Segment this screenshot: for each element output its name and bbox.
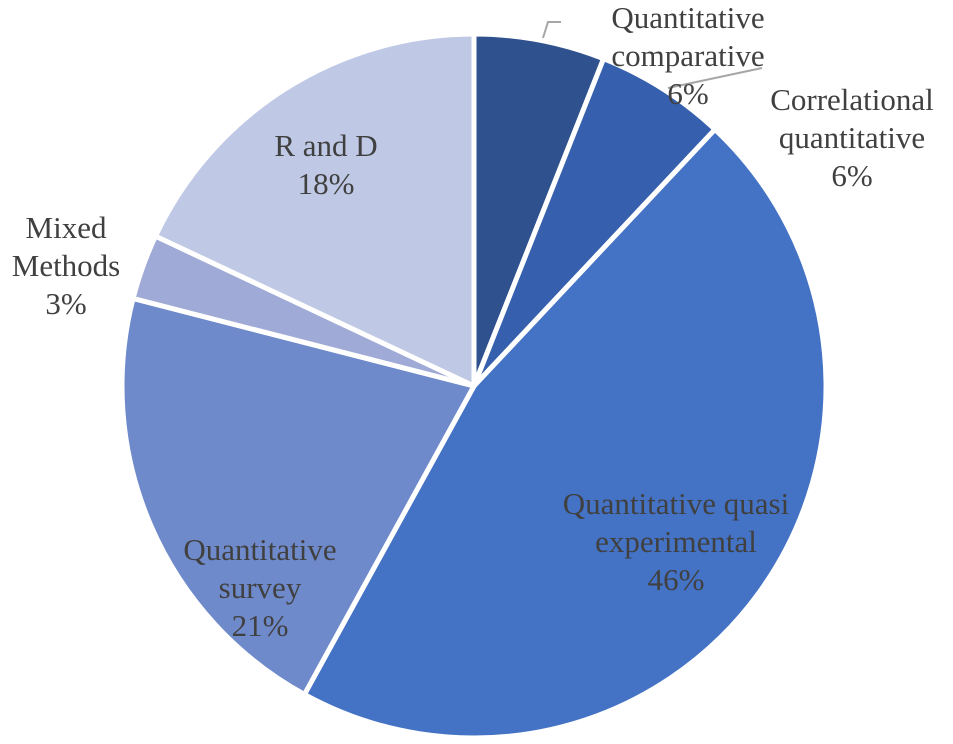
pie-slice (471, 56, 718, 389)
slice-value-label: 3% (45, 286, 86, 321)
slice-category-label: comparative (611, 38, 764, 73)
slice-data-label: Quantitative quasi experimental 46% (563, 486, 790, 597)
slice-value-label: 21% (232, 608, 289, 643)
slice-category-label: Mixed (26, 210, 107, 245)
slice-category-label: experimental (595, 524, 757, 559)
slice-category-label: Quantitative quasi (563, 486, 790, 521)
leader-line (542, 21, 561, 39)
slice-value-label: 6% (831, 158, 872, 193)
pie-slice (301, 126, 829, 741)
slice-data-label: Correlational quantitative 6% (770, 82, 934, 193)
slice-value-label: 18% (298, 166, 355, 201)
labels-layer: Quantitative comparative 6% Correlational qu… (12, 0, 934, 643)
leader-lines (542, 21, 763, 89)
slice-category-label: R and D (274, 128, 377, 163)
slice-category-label: Quantitative (183, 532, 336, 567)
leader-line (667, 67, 763, 89)
slices-layer (119, 31, 829, 741)
slice-value-label: 46% (648, 562, 705, 597)
slice-data-label: Mixed Methods 3% (12, 210, 121, 321)
slice-category-label: Correlational (770, 82, 934, 117)
slice-category-label: Quantitative (611, 0, 764, 35)
slice-value-label: 6% (667, 76, 708, 111)
pie-slice (119, 295, 477, 697)
slice-data-label: R and D 18% (274, 128, 377, 201)
slice-data-label: Quantitative comparative 6% (611, 0, 764, 111)
slice-data-label: Quantitative survey 21% (183, 532, 336, 643)
pie-slice (153, 31, 477, 389)
slice-category-label: Methods (12, 248, 121, 283)
slice-category-label: survey (219, 570, 302, 605)
slice-category-label: quantitative (779, 120, 925, 155)
